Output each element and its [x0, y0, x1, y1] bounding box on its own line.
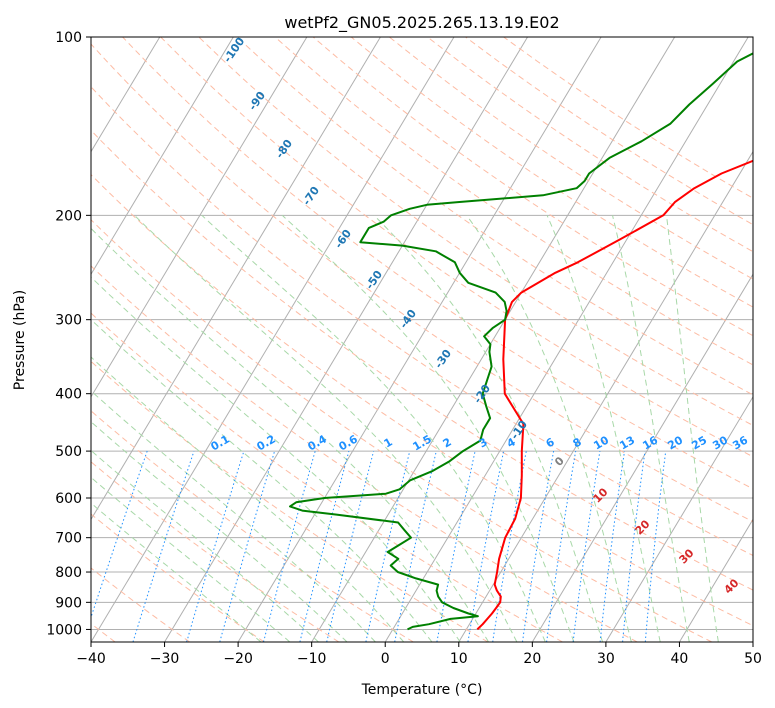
plot-frame [90, 36, 754, 643]
moist-adiabat-line [373, 214, 604, 642]
isotherm-gridline [458, 150, 753, 642]
moist-adiabat-line [91, 390, 376, 642]
mixing-ratio-line [572, 451, 601, 642]
x-tick-label: −20 [223, 651, 253, 667]
mixing-ratio-line [644, 451, 667, 642]
isotherm-gridline [91, 37, 381, 521]
isotherm-gridline [91, 37, 308, 398]
dry-adiabat-line [198, 37, 753, 426]
y-tick-label: 600 [55, 491, 82, 507]
x-axis-ticks: −40 −30 −20 −10 0 10 20 30 40 50 [76, 642, 762, 667]
x-tick-label: −40 [76, 651, 106, 667]
moist-adiabat-line [466, 215, 632, 642]
mixing-ratio-line [219, 450, 276, 642]
dry-adiabat-line [91, 312, 563, 642]
dry-adiabat-line [91, 567, 190, 642]
moist-adiabat-line [281, 214, 575, 642]
x-tick-label: −30 [150, 651, 180, 667]
y-tick-label: 800 [55, 565, 82, 581]
series-group [289, 52, 753, 631]
mixing-ratio-line [263, 450, 316, 642]
y-tick-label: 1000 [46, 622, 82, 638]
background-lines [91, 37, 753, 642]
moist-adiabat-line [91, 227, 489, 642]
y-axis-ticks: 1000 900 800 700 600 500 400 300 200 100 [46, 30, 91, 638]
y-tick-label: 700 [55, 531, 82, 547]
moist-adiabat-line [91, 421, 348, 642]
mixing-ratio-line [599, 451, 625, 642]
dry-adiabat-line [91, 360, 489, 642]
moist-adiabat-line [666, 215, 719, 642]
moist-adiabat-line [91, 276, 461, 642]
x-tick-label: 0 [381, 651, 390, 667]
dry-adiabat-line [91, 265, 638, 642]
mixing-ratio-line [132, 450, 195, 642]
dry-adiabat-line [160, 37, 753, 458]
mixing-ratio-line [546, 451, 577, 642]
mixing-ratio-line [326, 450, 375, 642]
x-tick-label: 10 [450, 651, 468, 667]
moist-adiabat-line [91, 502, 262, 642]
x-tick-label: −10 [297, 651, 327, 667]
x-axis-label: Temperature (°C) [361, 682, 483, 698]
temperature-series-line [476, 159, 753, 631]
dry-adiabat-line [236, 37, 753, 396]
dry-adiabat-line [91, 513, 265, 642]
mixing-ratio-line [186, 450, 245, 642]
mixing-ratio-line [622, 451, 646, 642]
dewpoint-series-line [289, 52, 753, 631]
isotherm-gridline [91, 37, 234, 276]
dry-adiabat-line [91, 129, 753, 591]
mixing-ratio-line [299, 450, 350, 642]
isotherm-gridline [605, 395, 753, 642]
dry-adiabat-line [91, 219, 713, 642]
y-tick-label: 900 [55, 595, 82, 611]
dry-adiabat-line [350, 37, 753, 308]
chart-title: wetPf2_GN05.2025.265.13.19.E02 [284, 13, 559, 33]
moist-adiabat-line [201, 214, 546, 642]
isotherm-gridline [237, 37, 602, 642]
isotherm-gridline [679, 518, 753, 642]
y-axis-label: Pressure (hPa) [12, 290, 28, 390]
y-tick-label: 500 [55, 444, 82, 460]
isotherm-gridline [91, 37, 161, 153]
y-tick-label: 200 [55, 208, 82, 224]
moist-adiabat-line [91, 318, 433, 642]
moist-adiabat-line [91, 356, 405, 642]
moist-adiabat-line [612, 215, 690, 642]
dry-adiabat-line [91, 173, 753, 627]
isotherm-gridline [164, 37, 528, 642]
mixing-ratio-line [522, 451, 555, 642]
x-tick-label: 50 [744, 651, 762, 667]
mixing-ratio-line [394, 450, 437, 642]
x-tick-label: 20 [523, 651, 541, 667]
isotherm-gridline [531, 273, 753, 642]
y-tick-label: 100 [55, 30, 82, 46]
x-tick-label: 30 [597, 651, 615, 667]
mixing-ratio-line [365, 450, 411, 642]
y-tick-label: 300 [55, 313, 82, 329]
x-tick-label: 40 [671, 651, 689, 667]
y-tick-label: 400 [55, 387, 82, 403]
isotherm-gridline [384, 37, 749, 642]
isotherm-gridline [91, 37, 455, 642]
